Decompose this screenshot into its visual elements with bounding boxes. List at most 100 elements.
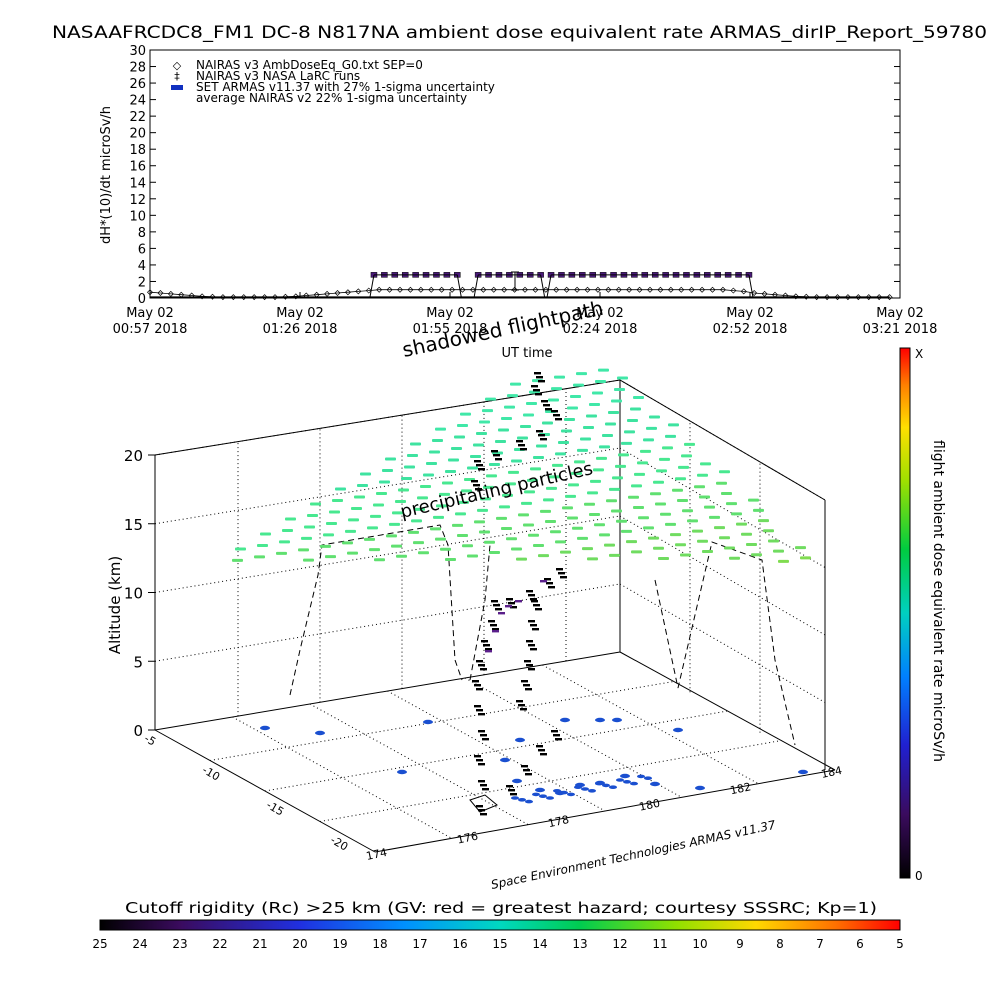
flight-path-mark [474, 705, 481, 708]
particle-mark [573, 383, 584, 387]
particle-mark [680, 553, 691, 557]
top-y-tick-label: 26 [129, 77, 146, 92]
particle-mark [714, 526, 725, 530]
particle-mark [433, 515, 444, 519]
particle-mark [614, 388, 625, 392]
longitude-tick-label: 182 [729, 780, 752, 797]
legend-entry-label: SET ARMAS v11.37 with 27% 1-sigma uncert… [196, 80, 495, 94]
bottom-colorbar-tick-label: 16 [452, 937, 467, 951]
top-x-tick-time: 03:21 2018 [863, 322, 938, 337]
grid-line [619, 515, 826, 636]
nairas-point [594, 286, 601, 293]
series-nairas-v3 [147, 286, 893, 301]
nairas-point [522, 286, 528, 293]
nairas-point [386, 286, 393, 293]
particle-mark [584, 502, 595, 506]
particle-mark [232, 558, 243, 562]
particle-mark [483, 485, 494, 489]
particle-mark [800, 556, 811, 560]
particle-mark [495, 440, 506, 443]
particle-mark [386, 534, 397, 538]
bottom-colorbar-tick-label: 10 [692, 937, 707, 951]
particle-mark [484, 540, 495, 544]
particle-mark [303, 558, 314, 562]
particle-mark [430, 527, 441, 531]
ground-track-mark [695, 785, 705, 791]
longitude-tick-label: 176 [456, 829, 479, 846]
ground-track-mark [560, 790, 568, 795]
grid-line [619, 447, 826, 568]
particle-mark [395, 499, 406, 503]
flight-path-mark [523, 684, 530, 687]
nairas-point [772, 291, 778, 298]
top-y-tick-label: 12 [129, 193, 146, 208]
flight-path-mark [510, 793, 517, 796]
flight-path-mark [553, 414, 560, 417]
flight-path-mark [493, 454, 500, 457]
flight-path-mark [485, 648, 492, 651]
grid-line [542, 664, 759, 785]
top-y-axis-label: dH*(10)/dt microSv/h [99, 106, 114, 244]
particle-mark [633, 506, 644, 509]
particle-mark [370, 514, 381, 518]
nairas-point [626, 286, 633, 293]
particle-mark [583, 425, 594, 429]
nairas-point [657, 286, 664, 293]
particle-mark [576, 372, 587, 376]
legend: ◇ NAIRAS v3 AmbDoseEq_G0.txt SEP=0 ‡ NAIRAS… [171, 58, 495, 105]
particle-mark [628, 495, 639, 499]
altitude-ticks: 0 5 10 15 20 [124, 447, 155, 740]
particle-mark [426, 462, 437, 465]
particle-mark [455, 512, 466, 516]
particle-mark [508, 470, 519, 474]
nairas-point [532, 286, 539, 293]
particle-mark [391, 544, 402, 548]
particle-mark [458, 500, 469, 504]
flight-path-mark [491, 450, 498, 453]
bottom-colorbar-tick-label: 17 [412, 937, 427, 951]
nairas-point [730, 287, 737, 294]
bottom-colorbar-tick-label: 7 [816, 937, 824, 951]
top-x-tick-time: 00:57 2018 [113, 322, 188, 337]
particle-mark [778, 559, 789, 563]
nairas-point [792, 293, 799, 300]
particle-mark [460, 412, 471, 416]
ground-track-mark [525, 799, 533, 804]
particle-mark [577, 536, 588, 540]
particle-mark [282, 528, 293, 532]
armas-line [473, 274, 479, 298]
top-y-tick-label: 0 [138, 292, 146, 307]
legend-symbol [171, 85, 183, 90]
particle-mark [480, 497, 491, 501]
bottom-colorbar-tick-label: 5 [896, 937, 904, 951]
nairas-point [147, 289, 153, 296]
particle-mark [348, 518, 359, 522]
nairas-point [178, 291, 185, 298]
particle-mark [631, 484, 642, 488]
figure-title: NASAAFRCDC8_FM1 DC-8 N817NA ambient dose… [52, 23, 987, 43]
top-x-tick-day: May 02 [426, 306, 474, 321]
flight-path-mark [480, 668, 487, 671]
particle-mark [631, 550, 642, 554]
nairas-point [157, 290, 164, 297]
particle-mark [445, 557, 456, 561]
particle-mark [504, 405, 515, 409]
top-y-tick-label: 14 [129, 176, 146, 191]
particle-mark [548, 398, 559, 402]
ground-track [260, 717, 808, 813]
flight-path-mark [483, 644, 490, 647]
particle-mark [572, 526, 583, 530]
particle-mark [719, 470, 730, 474]
right-wall-altitude-projection [654, 541, 796, 746]
particle-mark [562, 506, 573, 510]
particle-mark [335, 487, 346, 491]
particle-mark [621, 441, 632, 445]
right-colorbar: X 0 flight ambient dose equivalent rate … [899, 347, 946, 883]
particle-mark [342, 541, 353, 545]
longitude-ticks: 174 176 178 180 182 184 [365, 764, 843, 863]
particle-mark [396, 554, 407, 558]
nairas-point [699, 286, 706, 293]
flight-path-mark [516, 700, 523, 703]
flight-path-mark [476, 688, 483, 691]
